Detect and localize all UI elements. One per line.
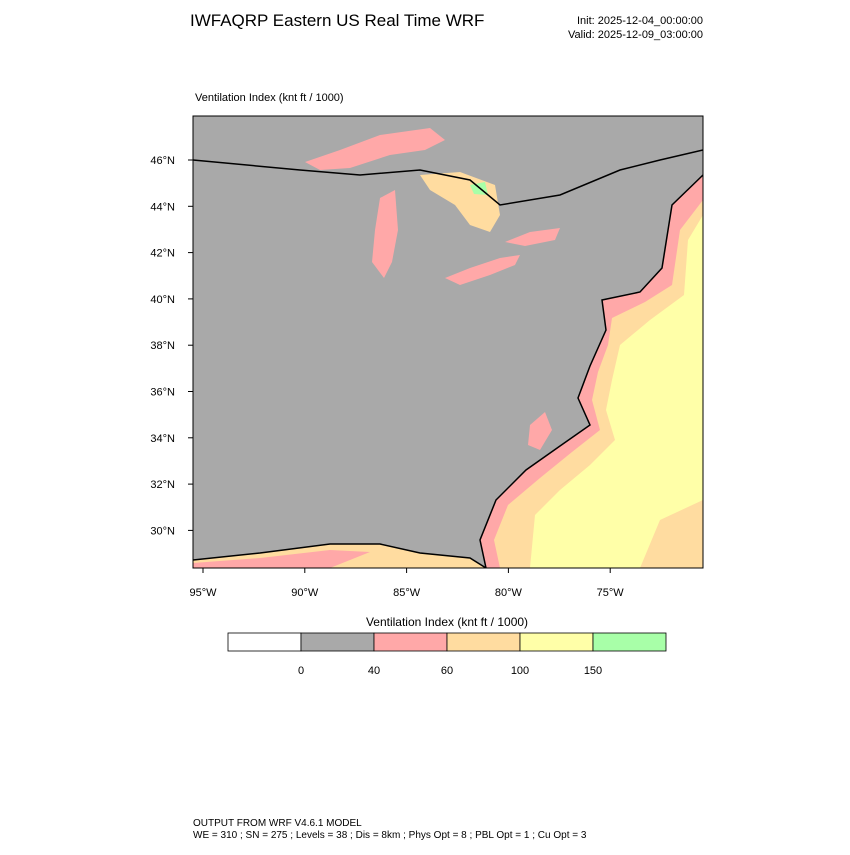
ocean-far — [530, 215, 703, 568]
colorbar-box — [373, 632, 448, 652]
lat-label: 30°N — [150, 525, 175, 537]
lake-michigan — [372, 190, 398, 278]
lat-label: 36°N — [150, 387, 175, 399]
border — [193, 149, 703, 206]
lat-label: 38°N — [150, 340, 175, 352]
title: IWFAQRP Eastern US Real Time WRF — [190, 11, 484, 30]
lat-label: 46°N — [150, 155, 175, 167]
colorbar-box — [446, 632, 521, 652]
lat-label: 34°N — [150, 433, 175, 445]
lake-ontario — [505, 228, 560, 246]
colorbar-box — [227, 632, 302, 652]
colorbar-label: 40 — [368, 665, 380, 677]
colorbar-label: 60 — [441, 665, 453, 677]
lon-label: 95°W — [189, 587, 217, 599]
map-frame — [192, 115, 704, 569]
lat-label: 32°N — [150, 479, 175, 491]
valid-time: Valid: 2025-12-09_03:00:00 — [568, 29, 703, 41]
colorbar-title: Ventilation Index (knt ft / 1000) — [366, 615, 528, 629]
colorbar-label: 100 — [511, 665, 529, 677]
gulf-near — [193, 550, 370, 568]
gulf-coast — [193, 543, 487, 568]
lon-label: 80°W — [495, 587, 523, 599]
footer-line: WE = 310 ; SN = 275 ; Levels = 38 ; Dis … — [193, 830, 587, 841]
colorbar-label: 0 — [298, 665, 304, 677]
lon-label: 90°W — [291, 587, 319, 599]
colorbar-label: 150 — [584, 665, 602, 677]
lat-label: 44°N — [150, 201, 175, 213]
lat-label: 42°N — [150, 248, 175, 260]
field-label: Ventilation Index (knt ft / 1000) — [195, 92, 344, 104]
map — [192, 115, 704, 569]
colorbar-box — [519, 632, 594, 652]
lon-label: 75°W — [597, 587, 625, 599]
colorbar-box — [592, 632, 667, 652]
colorbar: Ventilation Index (knt ft / 1000) 0 40 60 10… — [227, 615, 667, 677]
colorbar-box — [300, 632, 375, 652]
nc-patch — [528, 412, 552, 450]
lake-erie — [445, 255, 520, 285]
lon-label: 85°W — [393, 587, 421, 599]
lat-label: 40°N — [150, 294, 175, 306]
coastline — [479, 174, 703, 568]
init-time: Init: 2025-12-04_00:00:00 — [577, 15, 703, 27]
lake-superior — [305, 128, 445, 170]
footer-line: OUTPUT FROM WRF V4.6.1 MODEL — [193, 818, 362, 829]
